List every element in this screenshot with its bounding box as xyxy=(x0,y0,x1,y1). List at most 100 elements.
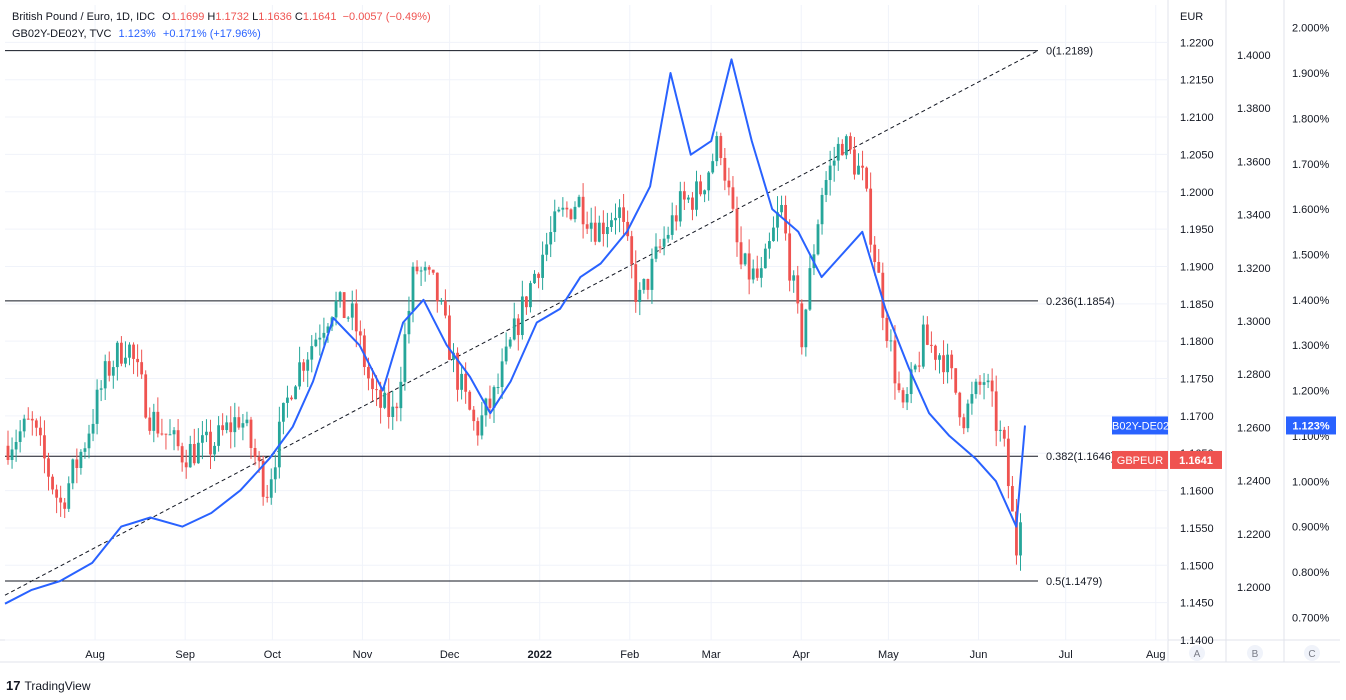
candle xyxy=(160,418,164,436)
candle-body xyxy=(573,206,577,220)
candle-body xyxy=(261,460,265,497)
candle xyxy=(938,353,941,374)
candle xyxy=(79,449,83,475)
badge-value-label: 1.123% xyxy=(1292,420,1330,432)
candle-body xyxy=(176,430,180,447)
candle-body xyxy=(306,359,310,371)
candle-body xyxy=(824,180,828,195)
candle xyxy=(561,197,565,217)
candle xyxy=(816,219,820,256)
candle xyxy=(735,196,739,257)
candle xyxy=(225,415,229,434)
low-value: 1.1636 xyxy=(258,11,292,23)
candle-body xyxy=(132,344,135,359)
candle-body xyxy=(962,417,966,429)
axis-b-tick-label: 1.2000 xyxy=(1237,582,1271,594)
axis-c-tick-label: 1.600% xyxy=(1292,204,1330,216)
candle xyxy=(338,290,342,308)
gbpeur-price-badge[interactable]: GBPEUR 1.1641 xyxy=(1112,450,1222,469)
candle xyxy=(419,266,423,287)
candle xyxy=(1002,426,1006,447)
candle-body xyxy=(905,394,909,403)
candle xyxy=(395,402,399,422)
candle xyxy=(820,187,824,235)
candle-body xyxy=(30,418,34,421)
candle xyxy=(950,350,954,380)
candle-body xyxy=(354,303,358,332)
candle-body xyxy=(480,415,484,436)
candle xyxy=(865,166,868,192)
candle-body xyxy=(958,392,962,418)
candle xyxy=(990,368,994,407)
axis-a-button[interactable] xyxy=(1189,645,1205,661)
candle xyxy=(75,448,79,484)
tradingview-logo[interactable]: 17 TradingView xyxy=(6,678,91,693)
spread-price-badge[interactable]: GB02Y-DE02Y 1.123% xyxy=(1104,416,1336,435)
badge-value-box xyxy=(1286,416,1336,435)
candle xyxy=(573,201,577,223)
candle-body xyxy=(290,397,293,400)
candle-body xyxy=(682,191,686,200)
candle xyxy=(970,381,974,415)
candle xyxy=(148,407,152,435)
candle xyxy=(444,289,447,319)
candle xyxy=(310,335,314,373)
candle xyxy=(229,406,233,449)
candle xyxy=(176,419,180,451)
candle xyxy=(905,387,909,411)
candle xyxy=(476,417,480,446)
candle xyxy=(618,199,621,233)
candle-body xyxy=(39,427,42,436)
candle-body xyxy=(840,143,844,156)
tradingview-logo-mark: 17 xyxy=(6,678,21,693)
candle-body xyxy=(399,381,403,409)
candle xyxy=(379,381,382,424)
candle-body xyxy=(379,389,382,408)
candle-body xyxy=(597,222,601,242)
axis-b-button[interactable] xyxy=(1247,645,1263,661)
time-axis-tick-label: Oct xyxy=(264,649,281,661)
candle-body xyxy=(387,392,391,417)
candle-body xyxy=(51,476,54,490)
candle xyxy=(6,430,10,465)
candle-body xyxy=(310,346,314,360)
candle-body xyxy=(508,339,512,347)
axis-c-tick-label: 0.800% xyxy=(1292,567,1330,579)
candle-body xyxy=(832,160,836,166)
axis-b-tick-label: 1.2800 xyxy=(1237,369,1271,381)
axis-a-button-letter: A xyxy=(1194,649,1201,660)
candle xyxy=(703,189,706,203)
badge-name-label: GBPEUR xyxy=(1117,455,1164,467)
axis-a-tick-label: 1.2050 xyxy=(1180,149,1214,161)
badge-value-label: 1.1641 xyxy=(1179,455,1213,467)
candle xyxy=(581,183,585,239)
axis-a-tick-label: 1.2200 xyxy=(1180,37,1214,49)
candle xyxy=(241,413,245,441)
axis-c-tick-label: 0.700% xyxy=(1292,612,1330,624)
axis-c-button[interactable] xyxy=(1304,645,1320,661)
candle-body xyxy=(241,423,245,428)
candle-body xyxy=(472,409,476,422)
candle-body xyxy=(75,459,79,469)
candle-body xyxy=(751,268,755,280)
candle xyxy=(549,216,553,258)
candle-body xyxy=(885,317,889,342)
candle-body xyxy=(553,211,557,233)
candle xyxy=(427,265,431,275)
candle xyxy=(468,390,472,411)
candle-body xyxy=(464,373,468,392)
candle-body xyxy=(950,354,954,369)
axis-b-tick-label: 1.3800 xyxy=(1237,103,1271,115)
candle-body xyxy=(816,224,820,255)
candle xyxy=(982,373,986,400)
candle-body xyxy=(205,431,208,436)
candle-body xyxy=(95,389,99,424)
candle xyxy=(917,351,921,373)
candle xyxy=(545,232,549,262)
candle xyxy=(678,181,682,227)
candle xyxy=(403,322,407,391)
candle-body xyxy=(427,267,431,270)
candle xyxy=(520,280,524,340)
candle xyxy=(768,232,771,259)
